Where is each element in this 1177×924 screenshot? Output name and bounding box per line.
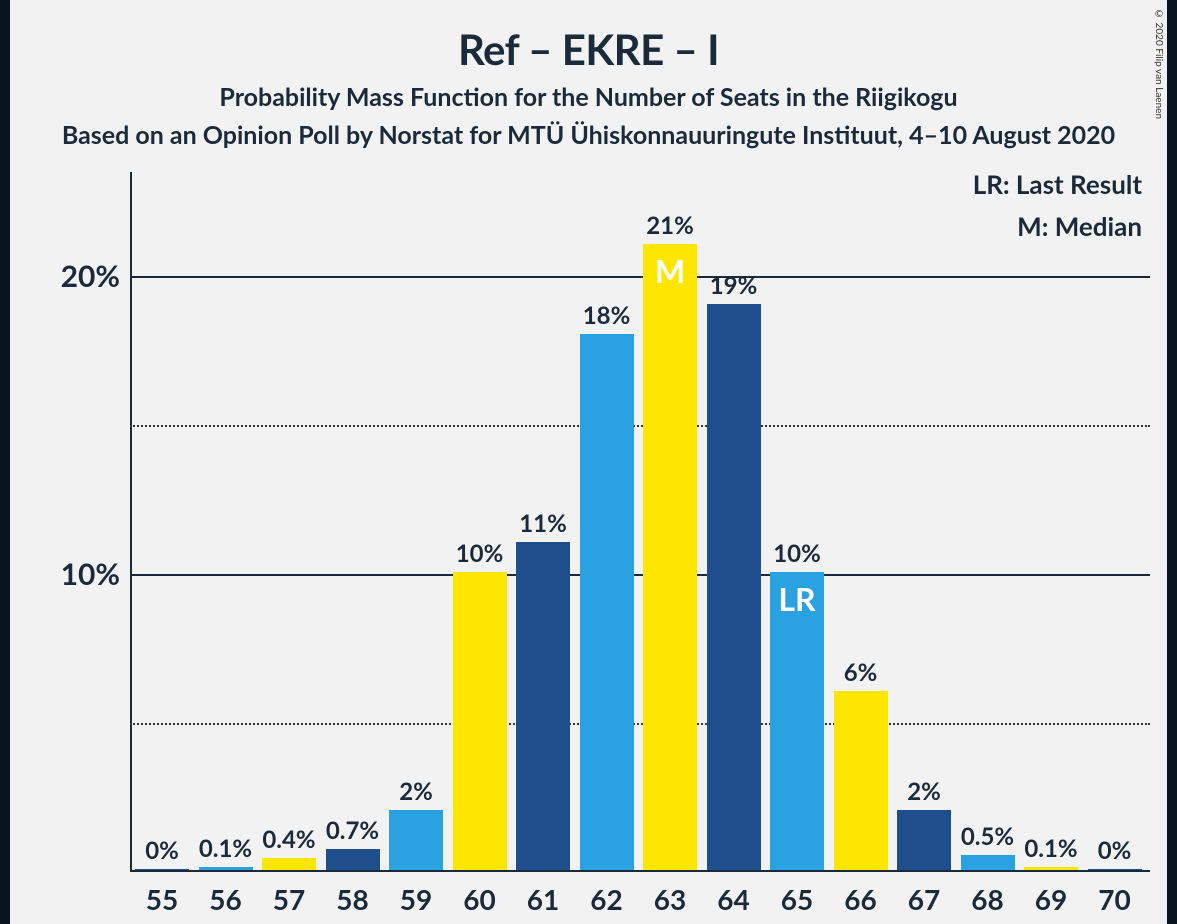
legend-median: M: Median bbox=[1017, 210, 1142, 242]
bar bbox=[1024, 867, 1078, 870]
bar bbox=[453, 572, 507, 870]
bar bbox=[199, 867, 253, 870]
y-tick-label: 10% bbox=[40, 556, 120, 592]
chart-title: Ref – EKRE – I bbox=[10, 0, 1167, 74]
bar-annotation: LR bbox=[747, 579, 847, 618]
x-tick-label: 67 bbox=[893, 882, 956, 916]
legend-last-result: LR: Last Result bbox=[973, 168, 1142, 200]
x-tick-label: 59 bbox=[385, 882, 448, 916]
x-tick-label: 58 bbox=[321, 882, 384, 916]
bar-value-label: 19% bbox=[674, 271, 794, 300]
y-tick-label: 20% bbox=[40, 258, 120, 294]
bar-value-label: 0% bbox=[1055, 836, 1175, 865]
x-tick-label: 62 bbox=[575, 882, 638, 916]
chart-subtitle: Probability Mass Function for the Number… bbox=[10, 74, 1167, 112]
x-axis-line bbox=[130, 870, 1150, 872]
bar bbox=[135, 869, 189, 870]
gridline-major bbox=[130, 574, 1150, 576]
bar bbox=[389, 810, 443, 870]
x-tick-label: 68 bbox=[956, 882, 1019, 916]
plot-area: 10%20% 0%0.1%0.4%0.7%2%10%11%18%21%M19%1… bbox=[130, 172, 1150, 872]
x-tick-label: 69 bbox=[1020, 882, 1083, 916]
bar-value-label: 10% bbox=[737, 539, 857, 568]
bar bbox=[326, 849, 380, 870]
bar bbox=[580, 334, 634, 870]
chart-card: © 2020 Filip van Laenen Ref – EKRE – I P… bbox=[10, 0, 1167, 924]
gridline-minor bbox=[130, 425, 1150, 427]
bar bbox=[1088, 869, 1142, 870]
x-tick-label: 60 bbox=[448, 882, 511, 916]
x-tick-label: 56 bbox=[194, 882, 257, 916]
x-tick-label: 55 bbox=[131, 882, 194, 916]
bar bbox=[643, 244, 697, 870]
x-tick-label: 61 bbox=[512, 882, 575, 916]
chart-subtitle-2: Based on an Opinion Poll by Norstat for … bbox=[10, 112, 1167, 150]
x-tick-label: 57 bbox=[258, 882, 321, 916]
bar-value-label: 2% bbox=[864, 777, 984, 806]
x-tick-label: 64 bbox=[702, 882, 765, 916]
x-tick-label: 63 bbox=[639, 882, 702, 916]
bar bbox=[262, 858, 316, 870]
copyright-text: © 2020 Filip van Laenen bbox=[1153, 8, 1165, 119]
x-tick-label: 65 bbox=[766, 882, 829, 916]
bar bbox=[516, 542, 570, 870]
bar-value-label: 6% bbox=[801, 658, 921, 687]
bar-value-label: 21% bbox=[610, 211, 730, 240]
x-tick-label: 66 bbox=[829, 882, 892, 916]
x-tick-label: 70 bbox=[1083, 882, 1146, 916]
gridline-minor bbox=[130, 723, 1150, 725]
